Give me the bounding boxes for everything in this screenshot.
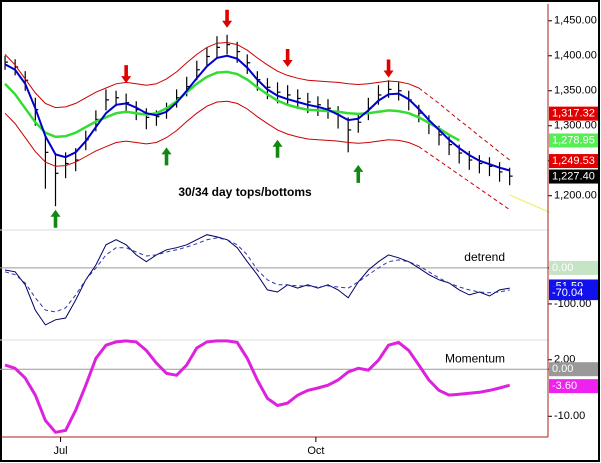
- last-value-box: [549, 154, 598, 169]
- last-value-box: [549, 169, 598, 184]
- arrow: [383, 59, 394, 78]
- last-value-box: [549, 133, 598, 148]
- y-tick-label: 1,400.00: [554, 50, 597, 62]
- arrow: [282, 48, 293, 67]
- panel-label: Momentum: [445, 351, 505, 365]
- last-value-label: -70.04: [552, 287, 583, 299]
- indicator-line: [4, 100, 419, 167]
- indicator-line: [418, 146, 510, 211]
- y-tick-label: -10.00: [554, 410, 585, 422]
- last-value-label: 1,278.95: [552, 134, 595, 146]
- last-value-box: [549, 260, 598, 275]
- last-value-box: [549, 362, 598, 377]
- annotation: 30/34 day tops/bottoms: [178, 185, 312, 199]
- arrow: [222, 9, 233, 28]
- indicator-line: [4, 237, 510, 313]
- last-value-label: 0.00: [552, 262, 573, 274]
- last-value-box: [549, 379, 598, 394]
- last-value-label: 0.00: [552, 363, 573, 375]
- x-tick-label: Oct: [307, 445, 324, 457]
- y-tick-label: -100.00: [554, 298, 591, 310]
- y-tick-label: 1,450.00: [554, 15, 597, 27]
- indicator-line: [418, 87, 511, 161]
- last-value-label: 1,317.32: [552, 108, 595, 120]
- y-tick-label: 1,200.00: [554, 190, 597, 202]
- indicator-line: [4, 70, 460, 142]
- last-value-label: 1,227.40: [552, 170, 595, 182]
- indicator-line: [4, 54, 510, 172]
- x-tick-label: Jul: [54, 445, 68, 457]
- trend-line: [509, 194, 551, 214]
- arrow: [50, 209, 61, 228]
- last-value-label: -3.60: [552, 380, 577, 392]
- arrow: [353, 164, 364, 183]
- y-tick-label: 1,300.00: [554, 120, 597, 132]
- arrow: [272, 139, 283, 158]
- arrow: [161, 147, 172, 166]
- indicator-line: [4, 234, 510, 326]
- indicator-line: [4, 339, 511, 434]
- last-value-box: [549, 106, 598, 121]
- last-value-box: [549, 286, 598, 301]
- last-value-label: 1,249.53: [552, 155, 595, 167]
- arrow: [121, 65, 132, 84]
- y-tick-label: 1,350.00: [554, 85, 597, 97]
- panel-label: detrend: [464, 250, 505, 264]
- indicator-line: [4, 41, 419, 109]
